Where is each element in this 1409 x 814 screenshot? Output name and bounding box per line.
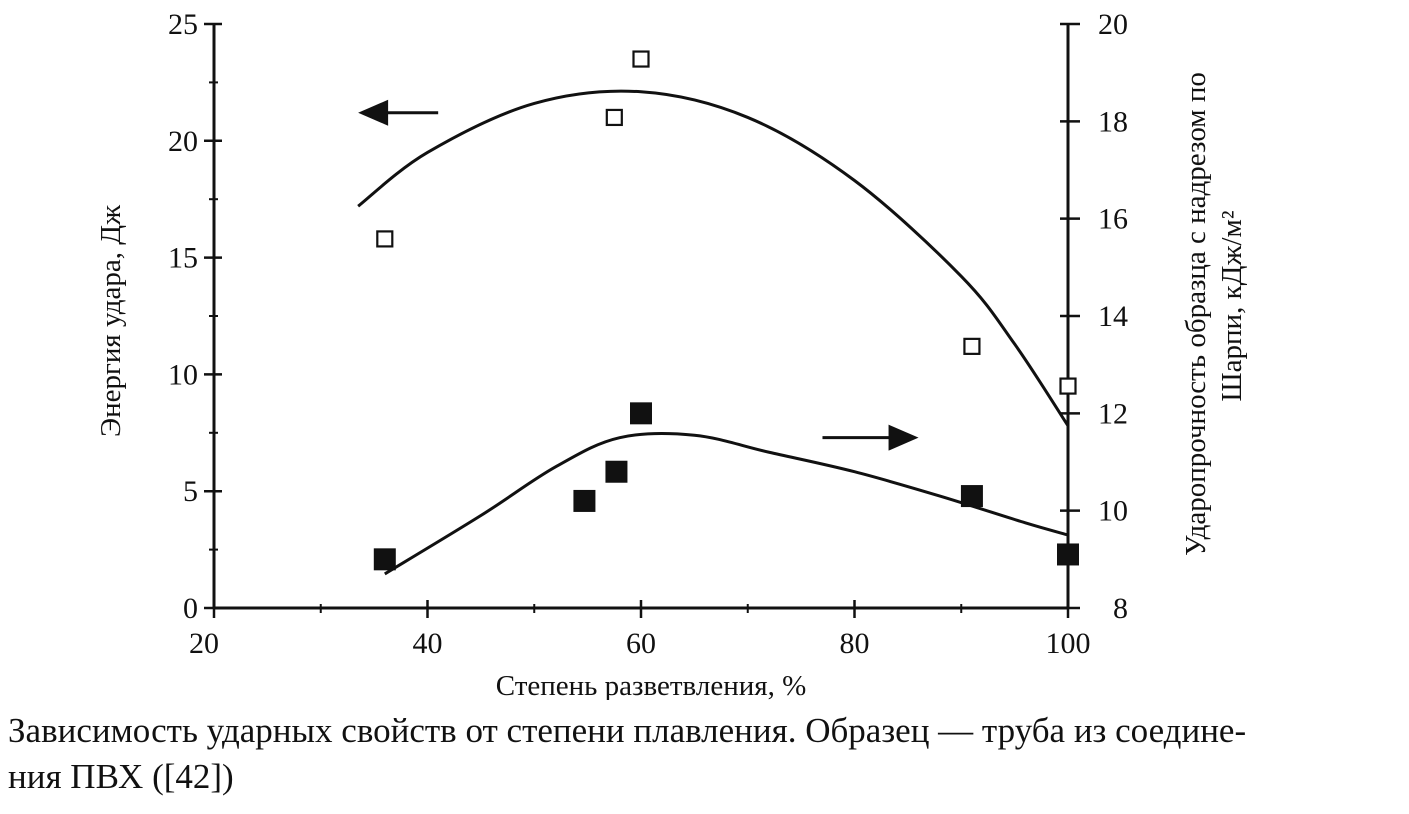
data-point-open-square bbox=[1059, 377, 1077, 395]
x-tick-label: 80 bbox=[840, 627, 870, 660]
trend-line-left bbox=[357, 89, 1070, 427]
data-point-open-square bbox=[632, 50, 650, 68]
x-tick-label: 100 bbox=[1046, 627, 1091, 660]
y2-axis-title-line-2: Шарпи, кДж/м² bbox=[1216, 210, 1248, 401]
y2-tick-label: 14 bbox=[1098, 300, 1128, 333]
y-tick-label: 5 bbox=[183, 475, 198, 508]
y-tick-label: 15 bbox=[168, 242, 198, 275]
x-tick-label: 20 bbox=[189, 627, 219, 660]
y2-axis-title-line-1: Ударопрочность образца с надрезом по bbox=[1180, 72, 1212, 556]
data-point-filled-square bbox=[630, 402, 652, 425]
y-axis-title: Энергия удара, Дж bbox=[95, 204, 127, 437]
x-tick-label: 40 bbox=[413, 627, 443, 660]
arrow-right-head bbox=[888, 424, 919, 451]
y2-tick-label: 18 bbox=[1098, 105, 1128, 138]
x-axis-title: Степень разветвления, % bbox=[496, 670, 806, 700]
y-tick-label: 0 bbox=[183, 592, 198, 625]
data-point-filled-square bbox=[1057, 543, 1079, 566]
y-tick-label: 10 bbox=[168, 358, 198, 391]
y2-tick-label: 10 bbox=[1098, 495, 1128, 528]
data-point-open-square bbox=[963, 337, 981, 355]
caption-line-1: Зависимость ударных свойств от степени п… bbox=[8, 711, 1247, 750]
data-point-filled-square bbox=[573, 489, 596, 512]
data-point-filled-square bbox=[605, 460, 628, 483]
x-tick-label: 60 bbox=[626, 627, 656, 660]
caption-line-2: ния ПВХ ([42]) bbox=[8, 757, 234, 796]
data-point-open-square bbox=[376, 230, 394, 248]
data-point-filled-square bbox=[373, 548, 396, 571]
y2-tick-label: 16 bbox=[1098, 203, 1128, 236]
y2-tick-label: 8 bbox=[1113, 592, 1128, 625]
y2-tick-label: 12 bbox=[1098, 397, 1128, 430]
y2-tick-label: 20 bbox=[1098, 8, 1128, 41]
data-point-filled-square bbox=[960, 485, 983, 508]
data-point-open-square bbox=[605, 108, 623, 127]
figure-caption: Зависимость ударных свойств от степени п… bbox=[8, 708, 1403, 800]
y-tick-label: 25 bbox=[168, 8, 198, 41]
chart: 0 5 10 15 20 25 8 10 12 14 16 18 20 20 40 60 80 100 Степен… bbox=[95, 8, 1248, 700]
y-tick-label: 20 bbox=[168, 125, 198, 158]
arrow-left-head bbox=[358, 99, 389, 126]
